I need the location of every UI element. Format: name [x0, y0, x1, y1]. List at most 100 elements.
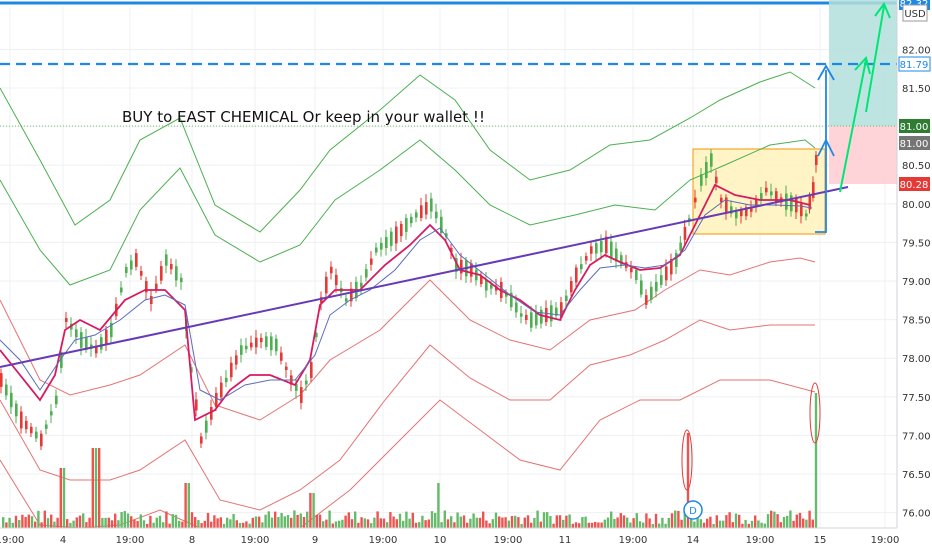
candle-body: [315, 332, 318, 338]
volume-bar: [440, 522, 443, 528]
candle-body: [808, 195, 812, 210]
volume-bar: [264, 514, 267, 528]
lower-band-inner: [0, 257, 816, 421]
volume-bar: [14, 515, 18, 528]
volume-bar: [638, 521, 642, 528]
volume-bar: [712, 523, 715, 528]
candle-body: [255, 337, 258, 348]
candle-body: [565, 295, 568, 302]
volume-bar: [472, 513, 475, 528]
volume-bar: [2, 517, 5, 528]
price-tick-label: 77.50: [902, 393, 931, 404]
volume-bar: [146, 523, 149, 528]
target-price-tag: [898, 56, 931, 72]
volume-bar: [629, 522, 632, 528]
volume-bar: [219, 517, 222, 528]
volume-bar: [24, 517, 27, 528]
candle-body: [450, 247, 453, 253]
volume-bar: [248, 523, 251, 528]
candle-body: [225, 377, 228, 383]
candle-body: [725, 197, 728, 213]
volume-bar: [258, 516, 261, 528]
volume-bar: [110, 520, 114, 528]
volume-bar: [658, 523, 661, 528]
candle-body: [350, 288, 353, 302]
candle-body: [485, 279, 488, 291]
blue-projection-arrow: [815, 64, 835, 233]
volume-bar: [507, 520, 510, 528]
candle-body: [105, 329, 108, 344]
volume-bar: [494, 512, 498, 528]
volume-bar: [501, 517, 504, 528]
volume-bar: [731, 522, 734, 528]
volume-bar: [386, 522, 389, 528]
candle-body: [150, 296, 153, 304]
candle-body: [745, 207, 748, 217]
volume-bar: [206, 512, 210, 528]
volume-bar: [261, 522, 264, 528]
candle-body: [805, 213, 808, 217]
volume-bar: [754, 515, 757, 528]
volume-bar: [747, 523, 750, 528]
green-forecast-arrow-2: [865, 2, 891, 113]
candle-body: [520, 313, 523, 317]
price-tick-label: 80.00: [902, 200, 931, 211]
volume-bar: [734, 513, 738, 528]
time-tick-label: 11: [559, 535, 572, 546]
volume-bar: [277, 517, 280, 528]
volume-bar: [78, 515, 82, 528]
bands-layer: [0, 71, 816, 529]
volume-bar: [814, 393, 818, 528]
volume-bar: [654, 513, 658, 528]
arrows-layer: [815, 2, 891, 233]
candle-body: [365, 269, 368, 278]
candle-body: [795, 197, 798, 213]
dividend-marker: [683, 500, 703, 520]
volume-bar: [114, 513, 117, 528]
candle-body: [455, 258, 458, 272]
candle-body: [730, 206, 733, 214]
candle-body: [385, 236, 388, 249]
candle-body: [230, 362, 233, 378]
volume-bar: [46, 518, 50, 528]
entry-price-tag: [899, 136, 930, 150]
candle-body: [390, 231, 393, 246]
volume-bar: [709, 516, 712, 528]
volume-bar: [350, 519, 354, 528]
volume-bar: [27, 514, 30, 528]
volume-bar: [549, 516, 552, 528]
volume-bar: [450, 516, 453, 528]
volume-bar: [251, 517, 254, 528]
volume-bar: [485, 520, 488, 528]
green-forecast-arrow-1: [839, 55, 871, 193]
candle-body: [95, 346, 98, 354]
volume-bar: [379, 518, 382, 528]
candle-body: [790, 195, 793, 212]
volume-bar: [606, 517, 610, 528]
candle-body: [30, 426, 33, 434]
time-tick-label: 19:00: [0, 535, 24, 546]
candle-body: [55, 395, 58, 405]
candle-body: [812, 182, 815, 198]
volume-bar: [670, 513, 674, 528]
volume-bar: [360, 517, 363, 528]
ema-fast-line: [0, 183, 811, 422]
volume-bar: [722, 520, 725, 528]
volume-bar: [574, 522, 578, 528]
candle-body: [640, 280, 643, 295]
volume-bar: [616, 517, 619, 528]
time-tick-label: 15: [814, 535, 827, 546]
time-tick-label: 19:00: [619, 535, 648, 546]
candle-body: [740, 210, 743, 217]
candle-body: [295, 384, 298, 391]
volume-bar: [392, 516, 395, 528]
volume-bar: [594, 521, 597, 528]
volume-bar: [635, 513, 638, 528]
volume-bar: [91, 448, 94, 528]
volume-bar: [107, 517, 110, 528]
candle-body: [310, 362, 313, 378]
candle-body: [595, 243, 598, 254]
